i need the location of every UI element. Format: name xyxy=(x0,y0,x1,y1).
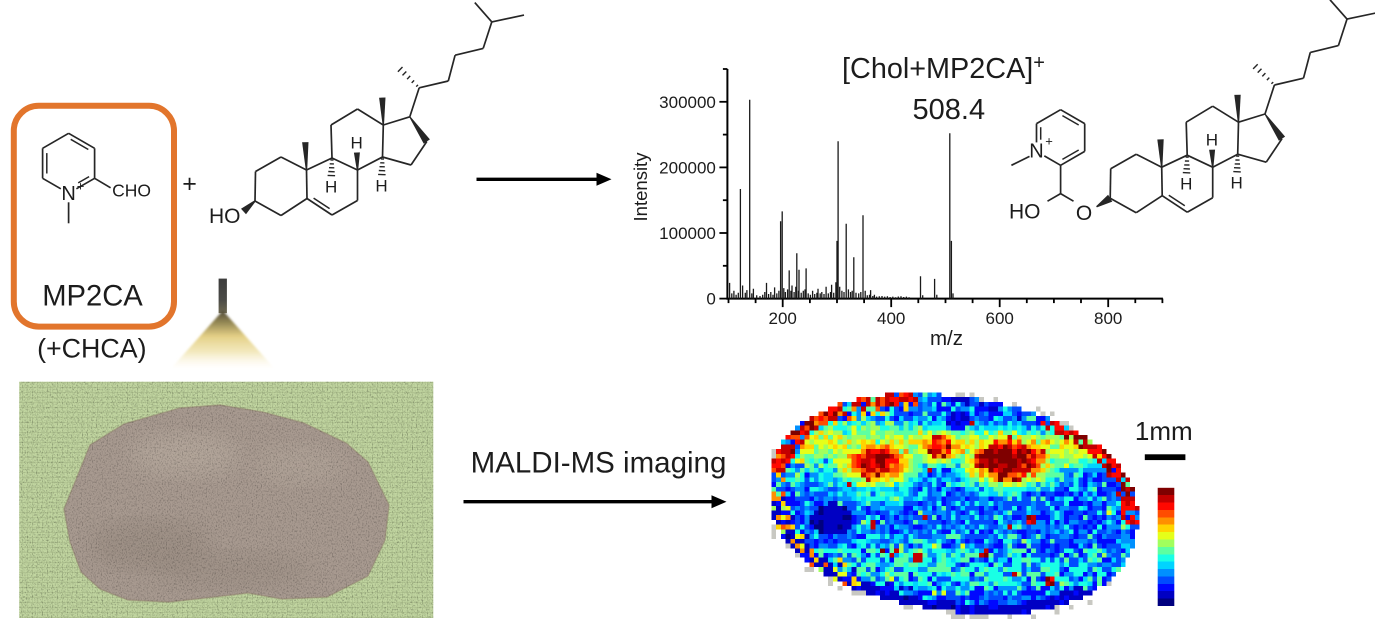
svg-text:Intensity: Intensity xyxy=(630,152,651,222)
svg-text:H: H xyxy=(325,178,337,197)
svg-text:H: H xyxy=(351,134,363,153)
svg-text:[Chol+MP2CA]+: [Chol+MP2CA]+ xyxy=(842,52,1045,85)
svg-text:N: N xyxy=(61,183,75,205)
svg-text:200000: 200000 xyxy=(659,158,716,177)
svg-text:800: 800 xyxy=(1094,309,1122,328)
svg-text:508.4: 508.4 xyxy=(913,94,986,126)
svg-text:+: + xyxy=(1045,133,1053,148)
svg-text:+: + xyxy=(182,170,197,198)
svg-text:HO: HO xyxy=(209,205,241,228)
svg-text:200: 200 xyxy=(769,309,797,328)
svg-text:0: 0 xyxy=(706,290,715,309)
svg-text:CHO: CHO xyxy=(112,180,151,200)
svg-text:600: 600 xyxy=(986,309,1014,328)
svg-text:100000: 100000 xyxy=(659,224,716,243)
svg-text:1mm: 1mm xyxy=(1135,416,1193,446)
svg-text:N: N xyxy=(1029,140,1043,162)
svg-text:400: 400 xyxy=(877,309,905,328)
svg-text:HO: HO xyxy=(1009,201,1041,224)
svg-text:O: O xyxy=(1076,202,1092,225)
svg-text:MALDI-MS imaging: MALDI-MS imaging xyxy=(471,447,727,480)
svg-text:+: + xyxy=(77,178,85,193)
svg-text:(+CHCA): (+CHCA) xyxy=(37,334,146,364)
svg-text:H: H xyxy=(375,177,387,196)
svg-text:MP2CA: MP2CA xyxy=(42,281,143,313)
svg-text:m/z: m/z xyxy=(930,327,963,350)
svg-text:300000: 300000 xyxy=(659,93,716,112)
